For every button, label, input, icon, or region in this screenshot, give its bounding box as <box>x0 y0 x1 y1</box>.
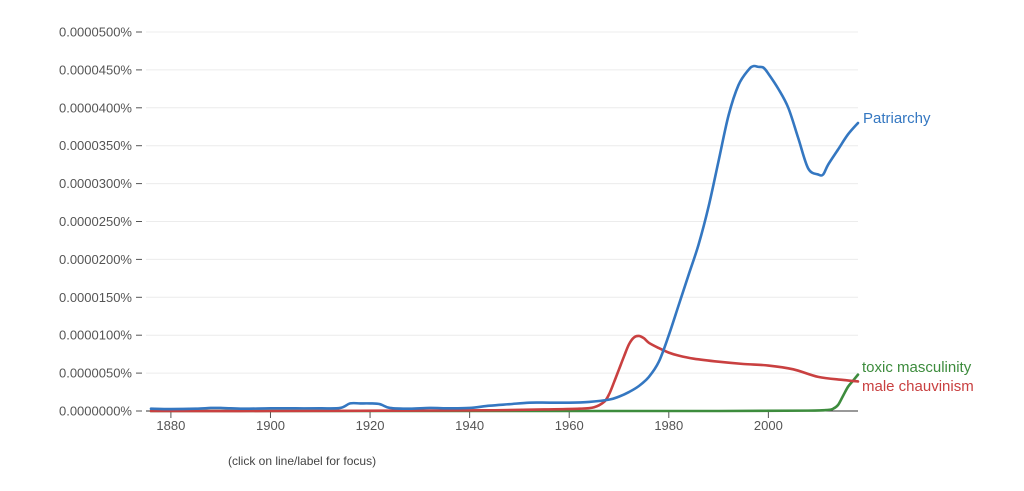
y-tick-label: 0.0000450% <box>59 62 132 77</box>
y-tick-label: 0.0000500% <box>59 25 132 40</box>
y-tick-label: 0.0000200% <box>59 252 132 267</box>
series-label-male-chauvinism[interactable]: male chauvinism <box>862 378 974 395</box>
y-tick-label: 0.0000150% <box>59 290 132 305</box>
series-lines[interactable] <box>149 64 860 413</box>
x-tick-label: 2000 <box>754 418 783 433</box>
y-tick-label: 0.0000000% <box>59 404 132 419</box>
focus-hint: (click on line/label for focus) <box>228 454 376 468</box>
x-tick-label: 1960 <box>555 418 584 433</box>
series-line-male-chauvinism[interactable] <box>149 334 860 413</box>
x-tick-label: 1920 <box>356 418 385 433</box>
series-line-patriarchy[interactable] <box>149 64 860 411</box>
y-tick-label: 0.0000400% <box>59 100 132 115</box>
x-tick-label: 1880 <box>156 418 185 433</box>
y-tick-label: 0.0000300% <box>59 176 132 191</box>
y-tick-label: 0.0000250% <box>59 214 132 229</box>
y-tick-label: 0.0000350% <box>59 138 132 153</box>
y-tick-label: 0.0000100% <box>59 328 132 343</box>
series-label-patriarchy[interactable]: Patriarchy <box>863 110 931 127</box>
x-axis: 1880 1900 1920 1940 1960 1980 2000 <box>146 410 858 433</box>
y-tick-label: 0.0000050% <box>59 366 132 381</box>
x-tick-label: 1940 <box>455 418 484 433</box>
x-tick-label: 1980 <box>654 418 683 433</box>
y-axis: 0.0000000% 0.0000050% 0.0000100% 0.0000150%… <box>59 25 142 419</box>
x-tick-label: 1900 <box>256 418 285 433</box>
series-label-toxic-masculinity[interactable]: toxic masculinity <box>862 359 972 376</box>
grid-lines <box>146 31 858 374</box>
